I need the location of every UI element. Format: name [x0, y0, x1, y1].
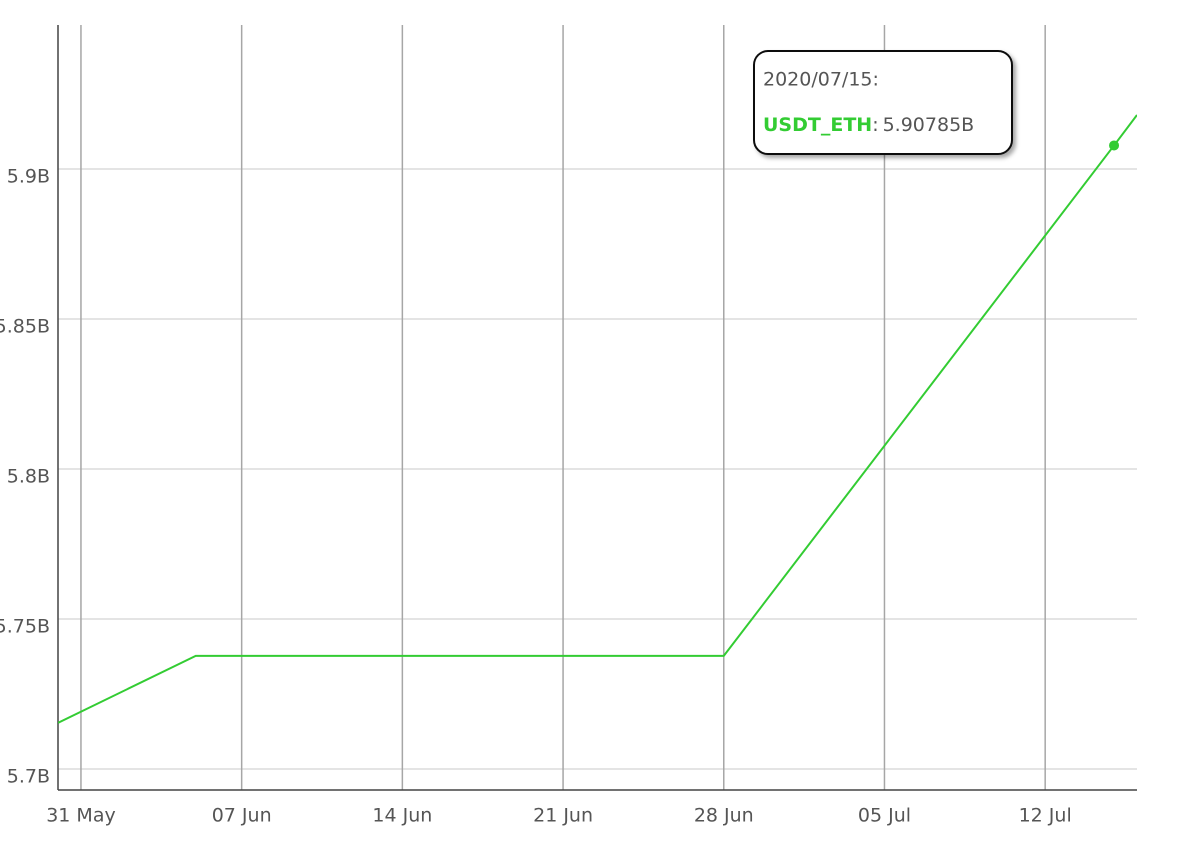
highlight-point — [1109, 140, 1120, 151]
y-tick-label: 5.9B — [7, 166, 50, 188]
y-tick-label: 5.7B — [7, 766, 50, 788]
tooltip-series: USDT_ETH — [763, 114, 872, 136]
y-tick-label: 5.8B — [7, 466, 50, 488]
x-tick-label: 28 Jun — [694, 805, 754, 827]
x-tick-label: 12 Jul — [1019, 805, 1072, 827]
tooltip-title: 2020/07/15: — [763, 69, 879, 91]
y-tick-label: 5.75B — [0, 616, 50, 638]
tooltip-box — [753, 50, 1013, 155]
x-tick-label: 07 Jun — [212, 805, 272, 827]
x-tick-label: 14 Jun — [372, 805, 432, 827]
x-tick-label: 05 Jul — [858, 805, 911, 827]
tooltip-separator: : — [872, 114, 878, 136]
y-tick-label: 5.85B — [0, 316, 50, 338]
x-tick-label: 21 Jun — [533, 805, 593, 827]
tooltip-row: USDT_ETH: 5.90785B — [763, 114, 974, 136]
tooltip-value: 5.90785B — [883, 114, 975, 136]
x-tick-label: 31 May — [46, 805, 116, 827]
line-series — [58, 114, 1137, 724]
tooltip: 2020/07/15: USDT_ETH: 5.90785B — [753, 50, 1013, 155]
plot-area — [58, 114, 1137, 724]
